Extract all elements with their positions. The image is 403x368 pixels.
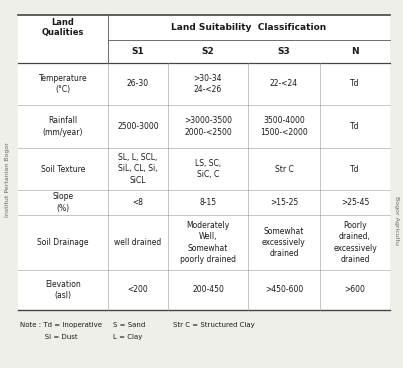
Text: S1: S1 (132, 47, 144, 56)
Text: Soil Texture: Soil Texture (41, 164, 85, 173)
Text: Si = Dust: Si = Dust (20, 334, 78, 340)
Text: Poorly
drained,
excessively
drained: Poorly drained, excessively drained (333, 221, 377, 263)
Text: well drained: well drained (114, 238, 162, 247)
Text: Td: Td (350, 164, 360, 173)
Text: 3500-4000
1500-<2000: 3500-4000 1500-<2000 (260, 116, 308, 137)
Text: Moderately
Well,
Somewhat
poorly drained: Moderately Well, Somewhat poorly drained (180, 221, 236, 263)
Text: Elevation
(asl): Elevation (asl) (45, 280, 81, 300)
Text: Slope
(%): Slope (%) (52, 192, 74, 213)
Text: L = Clay: L = Clay (113, 334, 142, 340)
Text: >25-45: >25-45 (341, 198, 369, 207)
Text: >600: >600 (345, 286, 366, 294)
Text: N: N (351, 47, 359, 56)
Text: <8: <8 (133, 198, 143, 207)
Text: S3: S3 (278, 47, 291, 56)
Text: Temperature
(°C): Temperature (°C) (39, 74, 87, 94)
Text: Institut Pertanian Bogor: Institut Pertanian Bogor (6, 142, 10, 217)
Text: Land Suitability  Classification: Land Suitability Classification (171, 23, 326, 32)
Text: Td: Td (350, 79, 360, 88)
Bar (18, 15, 390, 310)
Text: Soil Drainage: Soil Drainage (37, 238, 89, 247)
Text: 26-30: 26-30 (127, 79, 149, 88)
Text: >450-600: >450-600 (265, 286, 303, 294)
Text: 2500-3000: 2500-3000 (117, 122, 159, 131)
Text: 200-450: 200-450 (192, 286, 224, 294)
Text: <200: <200 (128, 286, 148, 294)
Text: Bogor Agricultu: Bogor Agricultu (395, 195, 399, 244)
Text: >30-34
24-<26: >30-34 24-<26 (194, 74, 222, 94)
Text: S = Sand: S = Sand (113, 322, 145, 328)
Text: 8-15: 8-15 (199, 198, 216, 207)
Text: Td: Td (350, 122, 360, 131)
Text: Note : Td = Inoperative: Note : Td = Inoperative (20, 322, 102, 328)
Text: Str C = Structured Clay: Str C = Structured Clay (173, 322, 255, 328)
Text: LS, SC,
SiC, C: LS, SC, SiC, C (195, 159, 221, 179)
Text: SL, L, SCL,
SiL, CL, Si,
SiCL: SL, L, SCL, SiL, CL, Si, SiCL (118, 153, 158, 185)
Text: >15-25: >15-25 (270, 198, 298, 207)
Text: Rainfall
(mm/year): Rainfall (mm/year) (43, 116, 83, 137)
Text: Somewhat
excessively
drained: Somewhat excessively drained (262, 227, 306, 258)
Text: Qualities: Qualities (42, 28, 84, 37)
Text: 22-<24: 22-<24 (270, 79, 298, 88)
Text: >3000-3500
2000-<2500: >3000-3500 2000-<2500 (184, 116, 232, 137)
Text: Str C: Str C (274, 164, 293, 173)
Text: S2: S2 (202, 47, 214, 56)
Text: Land: Land (52, 18, 75, 27)
